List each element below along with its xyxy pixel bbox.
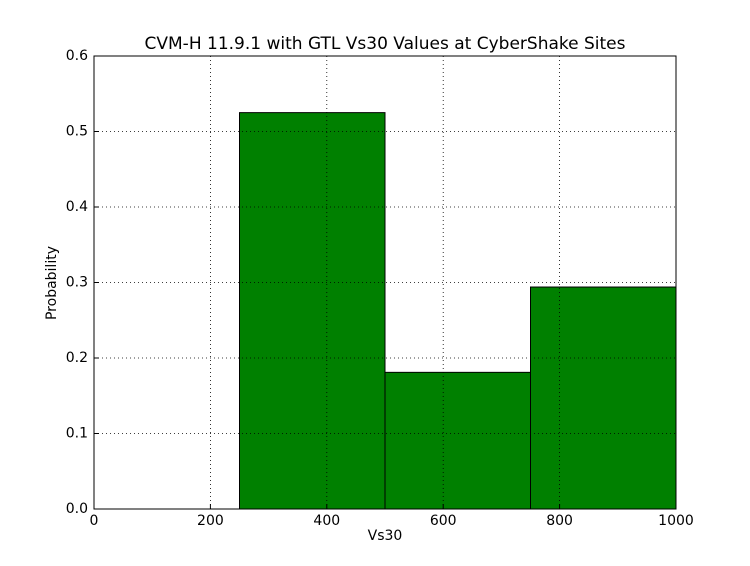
x-tick-label: 200 [197, 513, 224, 529]
x-tick-label: 0 [90, 513, 99, 529]
y-tick-label: 0.6 [66, 48, 88, 64]
y-axis-label: Probability [44, 246, 60, 320]
x-tick-label: 400 [313, 513, 340, 529]
y-tick-label: 0.2 [66, 350, 88, 366]
chart-title: CVM-H 11.9.1 with GTL Vs30 Values at Cyb… [145, 34, 626, 54]
bar [530, 286, 677, 510]
x-tick-label: 600 [430, 513, 457, 529]
x-axis-label: Vs30 [368, 528, 403, 544]
y-tick-label: 0.4 [66, 199, 88, 215]
bar [239, 112, 386, 510]
bar [384, 371, 531, 510]
x-tick-label: 800 [546, 513, 573, 529]
y-tick-label: 0.5 [66, 124, 88, 140]
y-tick-label: 0.0 [66, 501, 88, 517]
x-tick-label: 1000 [658, 513, 694, 529]
plot-frame [93, 55, 677, 510]
y-tick-label: 0.1 [66, 426, 88, 442]
y-tick-label: 0.3 [66, 275, 88, 291]
